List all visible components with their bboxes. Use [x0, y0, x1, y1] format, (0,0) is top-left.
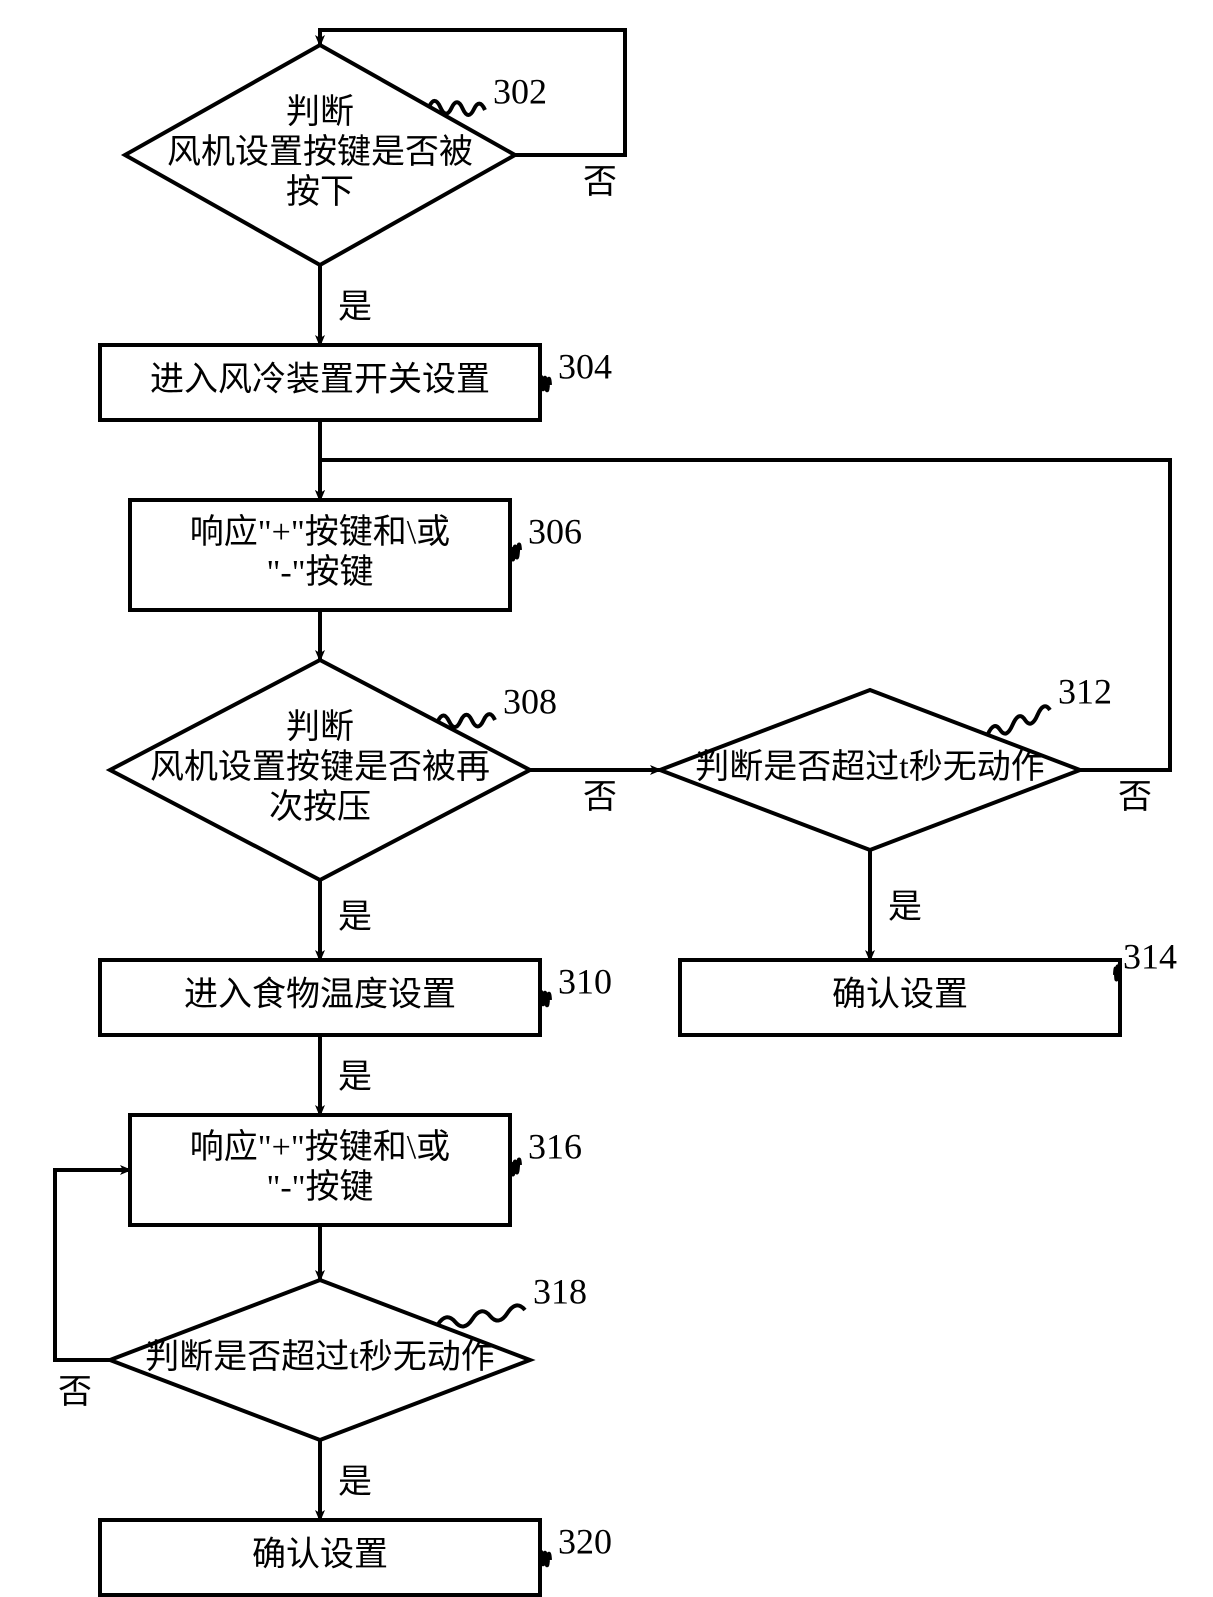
step-connector: [540, 992, 550, 1006]
step-connector: [510, 544, 520, 559]
node-text: 判断是否超过t秒无动作: [695, 748, 1044, 786]
step-label-316: 316: [528, 1126, 582, 1166]
step-connector: [1115, 964, 1120, 979]
node-text: 确认设置: [252, 1535, 388, 1573]
step-label-312: 312: [1058, 671, 1112, 711]
step-label-314: 314: [1123, 936, 1177, 976]
node-n320: 确认设置: [100, 1520, 540, 1595]
edge-label: 否: [1118, 779, 1152, 816]
node-text: 进入食物温度设置: [184, 975, 456, 1013]
edge-label: 否: [58, 1374, 92, 1411]
node-text: 风机设置按键是否被: [167, 133, 473, 171]
node-n310: 进入食物温度设置: [100, 960, 540, 1035]
step-connector: [540, 1552, 550, 1566]
edge-label: 否: [583, 779, 617, 816]
node-text: 次按压: [269, 788, 371, 826]
node-text: 响应"+"按键和\或: [190, 513, 450, 551]
node-text: 判断是否超过t秒无动作: [145, 1338, 494, 1376]
step-label-310: 310: [558, 961, 612, 1001]
step-connector: [540, 377, 550, 391]
node-n306: 响应"+"按键和\或"-"按键: [130, 500, 510, 610]
edge-label: 是: [338, 1464, 372, 1501]
step-label-320: 320: [558, 1521, 612, 1561]
step-connector: [438, 1305, 525, 1326]
step-connector: [988, 706, 1050, 735]
edge-label: 是: [338, 289, 372, 326]
edge-label: 是: [338, 899, 372, 936]
edge-label: 是: [338, 1059, 372, 1096]
step-label-304: 304: [558, 346, 612, 386]
node-text: 响应"+"按键和\或: [190, 1128, 450, 1166]
node-n312: 判断是否超过t秒无动作: [660, 690, 1080, 850]
node-text: "-"按键: [266, 553, 373, 591]
node-n304: 进入风冷装置开关设置: [100, 345, 540, 420]
edge-label: 是: [888, 889, 922, 926]
node-n302: 判断风机设置按键是否被按下: [125, 45, 515, 265]
flowchart-canvas: 判断风机设置按键是否被按下进入风冷装置开关设置响应"+"按键和\或"-"按键判断…: [0, 0, 1213, 1597]
edge-label: 否: [583, 164, 617, 201]
step-label-302: 302: [493, 71, 547, 111]
edge-e318-no: [55, 1170, 130, 1360]
node-n314: 确认设置: [680, 960, 1120, 1035]
node-n308: 判断风机设置按键是否被再次按压: [110, 660, 530, 880]
node-text: 风机设置按键是否被再: [150, 748, 490, 786]
step-label-308: 308: [503, 681, 557, 721]
step-connector: [510, 1159, 520, 1174]
node-text: 确认设置: [832, 975, 968, 1013]
node-text: 进入风冷装置开关设置: [150, 360, 490, 398]
node-text: 按下: [286, 173, 354, 211]
node-n316: 响应"+"按键和\或"-"按键: [130, 1115, 510, 1225]
node-text: 判断: [286, 708, 354, 746]
node-text: 判断: [286, 93, 354, 131]
node-n318: 判断是否超过t秒无动作: [110, 1280, 530, 1440]
node-text: "-"按键: [266, 1168, 373, 1206]
step-label-306: 306: [528, 511, 582, 551]
step-label-318: 318: [533, 1271, 587, 1311]
